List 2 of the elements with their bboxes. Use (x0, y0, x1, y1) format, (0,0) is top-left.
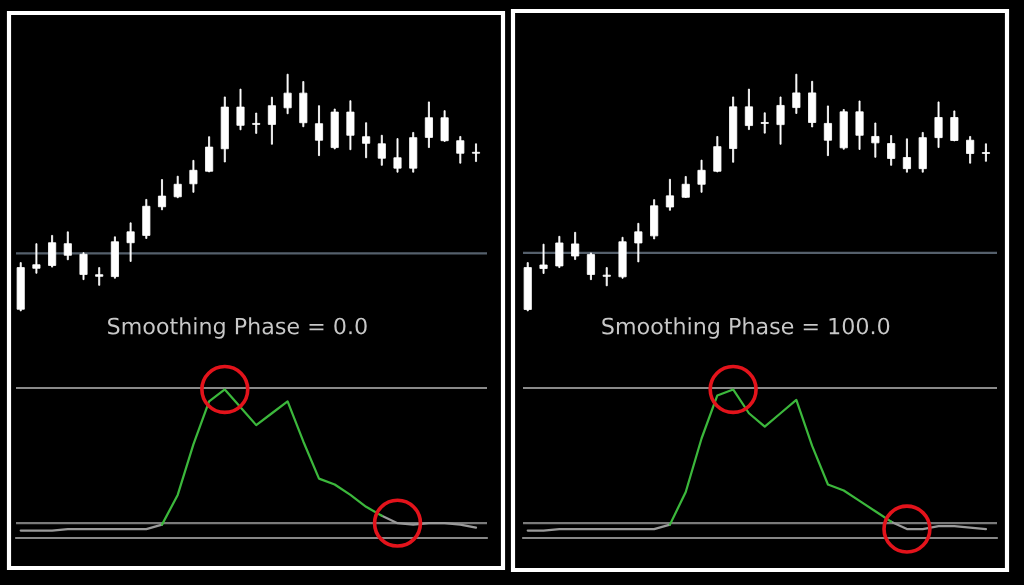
chart-title: Smoothing Phase = 0.0 (108, 317, 367, 339)
chart-title: Smoothing Phase = 100.0 (602, 317, 890, 339)
